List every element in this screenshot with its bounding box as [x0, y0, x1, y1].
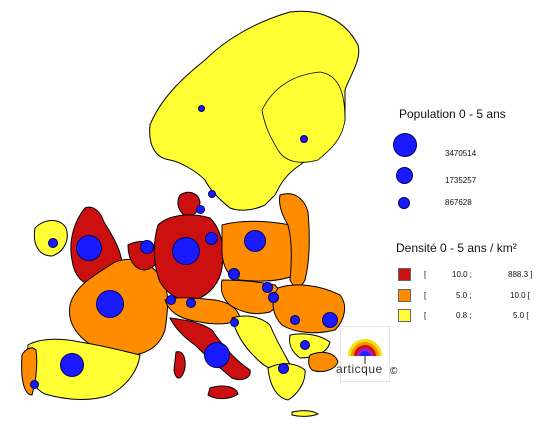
population-bubble — [196, 205, 205, 214]
population-bubble — [205, 232, 218, 245]
population-bubble — [198, 105, 205, 112]
population-bubble — [230, 318, 239, 327]
density-swatch-low — [398, 309, 411, 322]
density-high: 10.0 [ — [510, 291, 531, 300]
density-open: [ — [424, 270, 427, 279]
population-bubble — [262, 282, 273, 293]
population-legend-title: Population 0 - 5 ans — [399, 107, 506, 121]
population-bubble — [278, 363, 289, 374]
country-turkey-edge — [308, 351, 339, 373]
articque-logo — [340, 326, 390, 382]
country-spain — [27, 338, 141, 400]
density-low: 5.0 ; — [456, 291, 472, 300]
population-bubble — [186, 298, 196, 308]
island-sicily — [207, 385, 239, 400]
density-high: 888.3 ] — [508, 270, 533, 279]
density-swatch-high — [398, 268, 411, 281]
population-bubble — [60, 353, 84, 377]
density-legend-title: Densité 0 - 5 ans / km² — [396, 241, 517, 255]
population-bubble — [228, 268, 240, 280]
population-bubble — [48, 238, 58, 248]
legend-bubble-medium — [396, 167, 413, 184]
copyright-mark: © — [390, 366, 398, 377]
legend-bubble-large — [393, 133, 417, 157]
population-bubble — [290, 315, 300, 325]
density-open: [ — [424, 311, 427, 320]
population-bubble — [208, 190, 216, 198]
population-bubble — [300, 135, 308, 143]
legend-value-small: 867628 — [445, 198, 472, 207]
population-bubble — [322, 312, 338, 328]
country-denmark — [177, 191, 201, 217]
population-bubble — [166, 295, 176, 305]
population-bubble — [76, 235, 102, 261]
density-low: 0.8 ; — [456, 311, 472, 320]
articque-logo-text: articque — [336, 362, 383, 376]
legend-value-medium: 1735257 — [445, 176, 477, 185]
population-bubble — [268, 292, 279, 303]
density-open: [ — [424, 291, 427, 300]
population-bubble — [140, 240, 154, 254]
density-swatch-mid — [398, 289, 411, 302]
population-bubble — [96, 290, 124, 318]
population-bubble — [30, 380, 39, 389]
population-bubble — [204, 342, 230, 368]
legend-value-large: 3470514 — [445, 149, 477, 158]
legend-bubble-small — [398, 197, 410, 209]
density-high: 5.0 [ — [513, 311, 529, 320]
population-bubble — [244, 230, 266, 252]
density-low: 10.0 ; — [452, 270, 473, 279]
island-sardinia — [173, 351, 186, 379]
country-finland — [261, 71, 346, 163]
island-crete — [291, 410, 320, 417]
population-bubble — [172, 237, 200, 265]
population-bubble — [300, 340, 310, 350]
